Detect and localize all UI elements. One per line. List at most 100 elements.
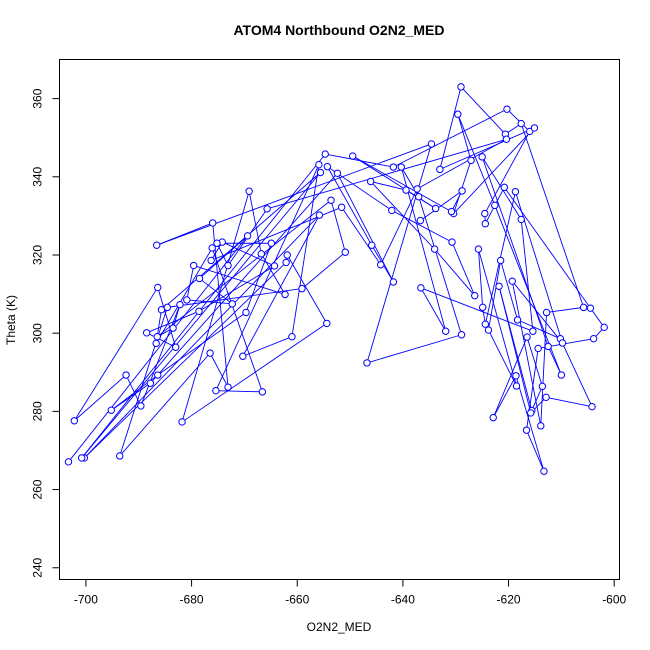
series-segment: [420, 287, 447, 332]
data-point: [153, 241, 161, 249]
series-segment: [146, 332, 176, 348]
y-tick-label: 260: [31, 479, 45, 499]
series-segment: [546, 306, 584, 313]
y-tick-label: 340: [31, 166, 45, 186]
series-segment: [439, 127, 535, 170]
series-segment: [222, 241, 275, 267]
data-point: [207, 256, 215, 265]
series-segment: [193, 265, 286, 295]
data-point: [209, 219, 217, 227]
series-segment: [167, 288, 303, 308]
data-point: [474, 245, 483, 253]
data-point: [323, 319, 331, 328]
series-segment: [156, 143, 432, 246]
series-segment: [439, 86, 462, 170]
data-point: [153, 333, 161, 341]
data-point: [368, 241, 376, 249]
data-point: [417, 284, 425, 292]
series-segment: [492, 375, 517, 418]
series-segment: [326, 166, 373, 246]
series-segment: [111, 382, 151, 411]
data-point: [195, 307, 203, 315]
data-point: [178, 418, 186, 426]
series-segment: [451, 241, 476, 296]
data-point: [589, 334, 598, 343]
series-segment: [457, 114, 496, 206]
data-point: [542, 393, 550, 402]
data-point: [169, 324, 177, 332]
data-point: [503, 105, 511, 113]
series-segment: [517, 319, 561, 340]
series-segment: [330, 200, 346, 253]
series-segment: [209, 352, 229, 388]
data-point: [427, 140, 436, 148]
data-point: [142, 329, 151, 337]
data-point: [152, 339, 160, 348]
series-segment: [216, 243, 229, 266]
series-segment: [150, 172, 338, 384]
data-point: [176, 300, 184, 309]
data-point: [341, 248, 350, 256]
data-point: [270, 262, 279, 270]
series-segment: [198, 265, 275, 312]
x-tick-label: -600: [602, 593, 626, 607]
series-segment: [520, 219, 534, 332]
data-point: [64, 458, 73, 466]
data-point: [588, 402, 596, 411]
series-segment: [457, 114, 472, 161]
data-point: [327, 196, 335, 204]
series-segment: [352, 155, 436, 209]
data-point: [349, 152, 357, 160]
series-segment: [420, 190, 463, 221]
data-point: [154, 371, 162, 379]
x-tick-label: -620: [497, 593, 521, 607]
series-segment: [161, 172, 321, 311]
data-point: [529, 327, 537, 335]
data-point: [70, 417, 78, 425]
data-point: [189, 261, 198, 270]
data-point: [242, 308, 250, 317]
series-segment: [81, 153, 326, 459]
y-tick-label: 320: [31, 245, 45, 265]
data-point: [540, 467, 548, 475]
data-point: [431, 204, 440, 213]
x-axis-label: O2N2_MED: [307, 620, 372, 634]
data-point: [122, 371, 130, 379]
data-point: [363, 359, 371, 367]
series-segment: [84, 214, 320, 459]
data-point: [467, 156, 475, 165]
data-point: [316, 168, 325, 177]
data-point: [321, 150, 329, 158]
series-segment: [215, 390, 263, 393]
series-segment: [370, 181, 435, 250]
data-point: [263, 205, 271, 213]
data-point: [333, 169, 342, 177]
data-point: [366, 177, 375, 186]
data-point: [481, 209, 489, 218]
series-segment: [391, 210, 453, 243]
data-point: [517, 119, 525, 128]
data-point: [228, 300, 236, 308]
series-segment: [488, 329, 517, 387]
series-segment: [503, 187, 591, 309]
series-segment: [520, 123, 585, 308]
data-point: [267, 239, 276, 247]
data-point: [172, 343, 180, 351]
series-segment: [420, 287, 534, 332]
series-segment: [215, 164, 320, 391]
data-point: [481, 220, 490, 228]
data-point: [154, 283, 162, 292]
data-point: [206, 349, 214, 357]
series-segment: [291, 164, 320, 337]
series-segment: [146, 310, 200, 334]
series-segment: [526, 336, 543, 387]
data-point: [281, 290, 289, 299]
series-segment: [540, 312, 548, 426]
data-point: [558, 339, 567, 347]
data-point: [239, 352, 247, 360]
data-point: [557, 371, 566, 379]
series-segment: [155, 247, 213, 344]
data-point: [478, 153, 486, 161]
data-point: [511, 187, 520, 196]
